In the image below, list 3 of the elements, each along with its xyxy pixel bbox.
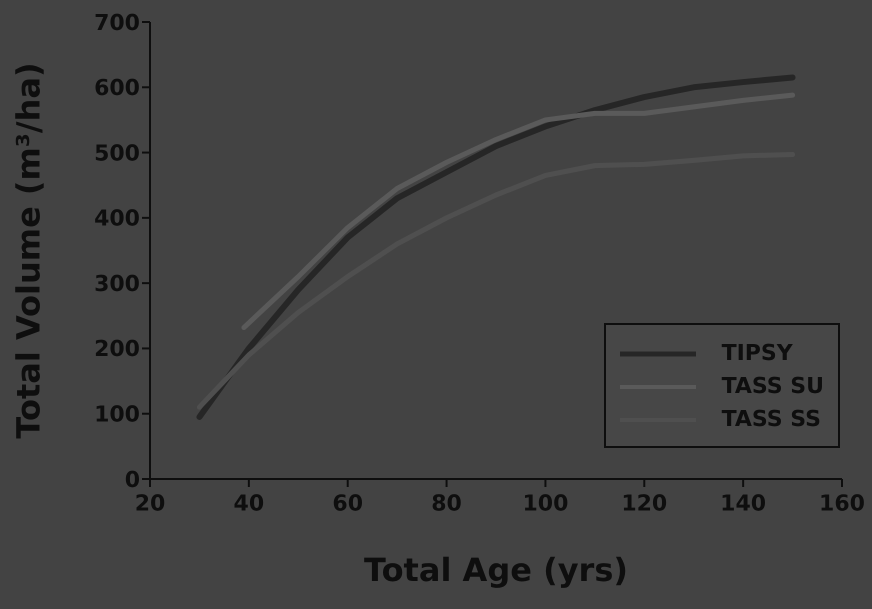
legend-label: TASS SU [722,374,824,399]
legend-label: TASS SS [722,407,821,432]
legend-label: TIPSY [722,341,793,366]
